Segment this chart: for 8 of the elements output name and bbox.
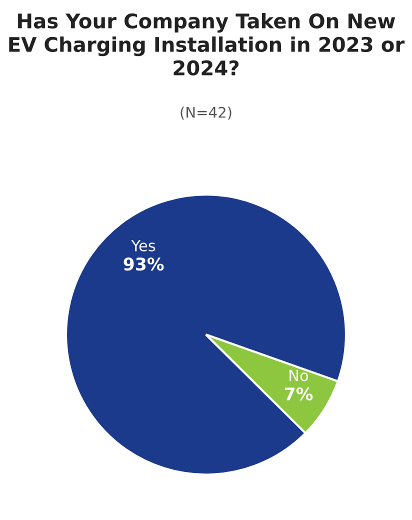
data-label: 93% (124, 257, 164, 271)
data-label: 7% (284, 387, 313, 400)
pie-slice (204, 334, 339, 434)
chart-title: Has Your Company Taken On New EV Charging Installation in 2023 or 2024? (9, 13, 405, 76)
pie-slice (64, 194, 348, 476)
slice-label: Yes (131, 240, 156, 252)
slice-label: No (290, 370, 308, 382)
chart-subtitle: (N=42) (180, 106, 232, 120)
